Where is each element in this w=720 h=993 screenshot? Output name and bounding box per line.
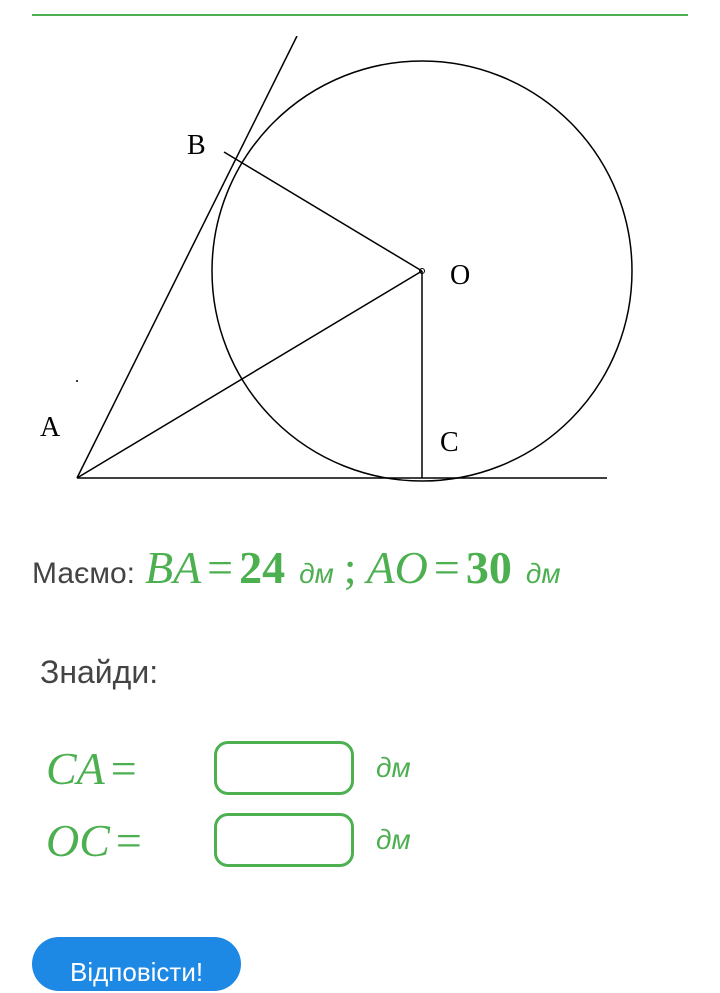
separator: ;: [344, 541, 357, 594]
submit-area: Відповісти!: [32, 937, 688, 991]
eq-AO: AO=30: [367, 541, 512, 594]
eq-BA-val: 24: [239, 542, 285, 593]
unit-CA: дм: [376, 752, 411, 784]
answer-block: CA= дм OC= дм: [46, 741, 688, 867]
eq-BA-unit: дм: [299, 558, 334, 590]
eq-BA: BA=24: [145, 541, 285, 594]
find-label: Знайди:: [40, 654, 688, 691]
given-prefix: Маємо:: [32, 557, 135, 591]
var-OC: OC=: [46, 814, 196, 867]
label-B: B: [187, 130, 206, 161]
stray-dot: [76, 380, 78, 382]
submit-button[interactable]: Відповісти!: [32, 937, 241, 991]
input-CA[interactable]: [214, 741, 354, 795]
eq-AO-val: 30: [466, 542, 512, 593]
input-OC[interactable]: [214, 813, 354, 867]
answer-row-OC: OC= дм: [46, 813, 688, 867]
answer-row-CA: CA= дм: [46, 741, 688, 795]
divider-top: [32, 14, 688, 16]
unit-OC: дм: [376, 824, 411, 856]
eq-AO-unit: дм: [526, 558, 561, 590]
geometry-diagram: A B C O: [22, 36, 688, 501]
eq-AO-var: AO: [367, 542, 428, 593]
given-statement: Маємо: BA=24 дм ; AO=30 дм: [32, 541, 688, 594]
label-A: A: [40, 412, 61, 443]
var-CA: CA=: [46, 742, 196, 795]
label-C: C: [440, 427, 459, 458]
label-O: O: [450, 260, 470, 291]
eq-BA-var: BA: [145, 542, 201, 593]
